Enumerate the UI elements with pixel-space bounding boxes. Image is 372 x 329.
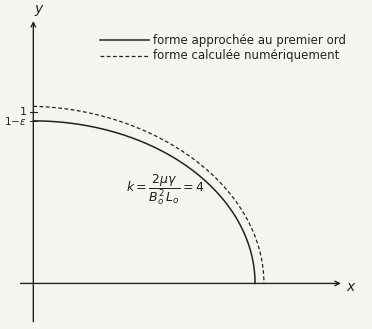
Text: $k = \dfrac{2\mu\gamma}{B_o^2\,L_o} = 4$: $k = \dfrac{2\mu\gamma}{B_o^2\,L_o} = 4$ [126, 172, 205, 207]
Text: x: x [346, 280, 354, 294]
Text: forme approchée au premier ord: forme approchée au premier ord [153, 34, 346, 47]
Text: y: y [35, 3, 43, 16]
Text: forme calculée numériquement: forme calculée numériquement [153, 49, 339, 62]
Text: $1{-}\epsilon$: $1{-}\epsilon$ [4, 115, 27, 127]
Text: 1: 1 [20, 107, 27, 117]
